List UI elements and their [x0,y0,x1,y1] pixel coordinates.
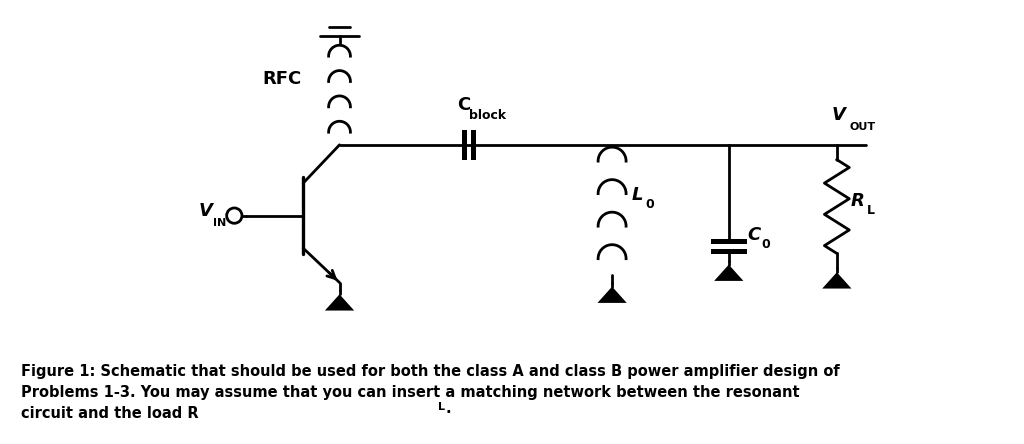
Polygon shape [714,265,743,281]
Text: RFC: RFC [262,70,302,88]
Text: OUT: OUT [850,123,876,132]
Text: L: L [867,204,876,217]
Polygon shape [597,287,627,303]
Polygon shape [325,294,354,310]
Text: L: L [438,402,445,412]
Text: .: . [445,400,452,416]
Text: block: block [469,109,506,122]
Text: L: L [631,186,643,204]
Text: IN: IN [213,218,226,228]
Text: C: C [748,226,760,244]
Text: R: R [851,192,865,210]
Polygon shape [822,272,852,289]
Text: V: V [831,106,846,124]
Text: Figure 1: Schematic that should be used for both the class A and class B power a: Figure 1: Schematic that should be used … [22,364,840,421]
Text: C: C [458,96,470,114]
Text: V: V [199,202,213,220]
Text: 0: 0 [645,198,653,210]
Text: 0: 0 [762,238,770,251]
